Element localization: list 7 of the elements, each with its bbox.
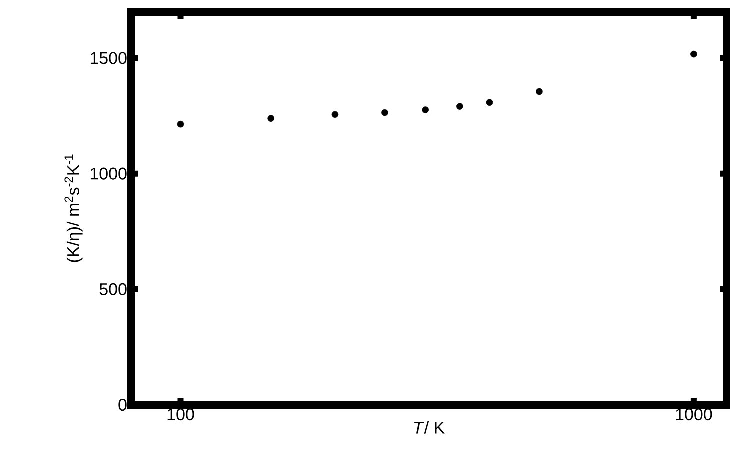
- y-tick-label: 0: [118, 398, 127, 412]
- x-tick-label: 100: [168, 408, 194, 421]
- x-axis-title: T/ K: [414, 421, 445, 434]
- y-tick-label: 1000: [90, 168, 127, 180]
- y-tick-label: 1500: [90, 52, 127, 64]
- y-axis-title: (K/η)/ m$^{2}$s$^{-2}$K$^{-1}$: [64, 154, 83, 262]
- y-tick-label: 500: [100, 283, 127, 296]
